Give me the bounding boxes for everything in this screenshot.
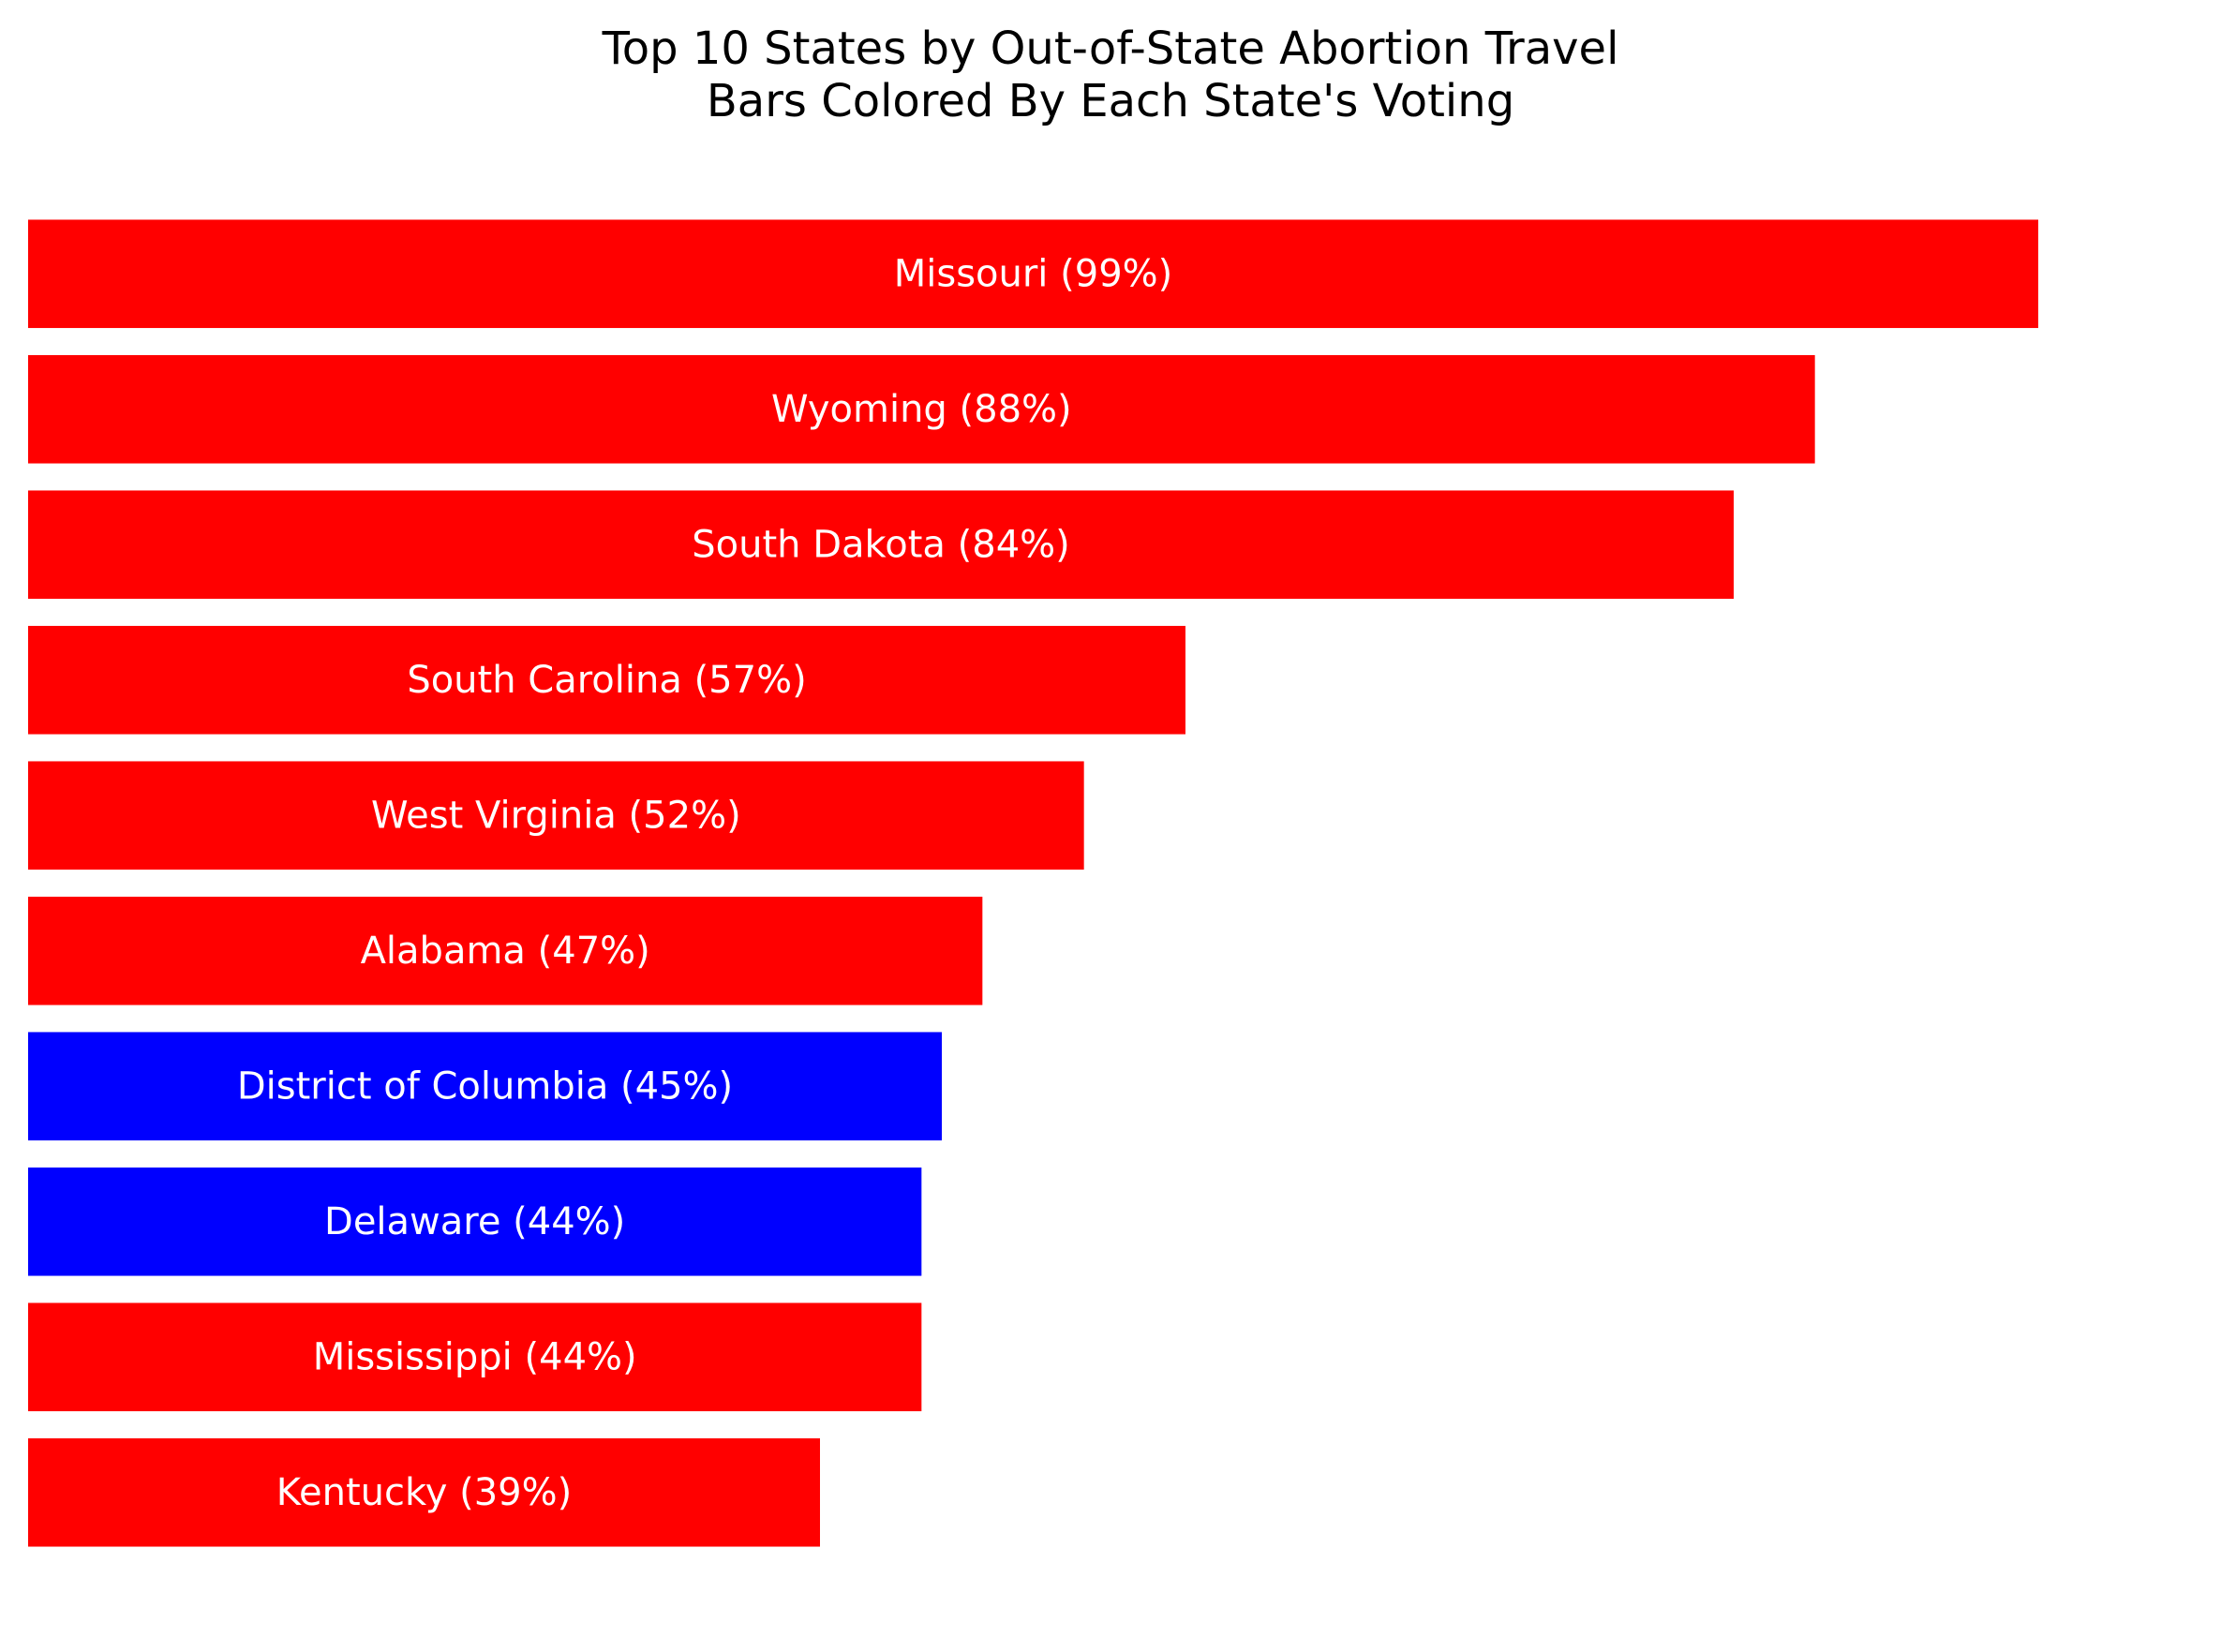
bar-label: Mississippi (44%) [313,1335,637,1378]
bar-south-dakota [28,490,1734,600]
bar-mississippi [28,1302,922,1412]
bar-wyoming [28,354,1815,464]
bar-district-of-columbia [28,1032,942,1141]
bar-delaware [28,1167,922,1276]
bar-label: District of Columbia (45%) [237,1064,733,1108]
bar-kentucky [28,1437,820,1547]
bar-label: South Carolina (57%) [407,659,806,702]
bar-missouri [28,219,2038,329]
bar-label: Missouri (99%) [894,252,1173,295]
bar-label: Wyoming (88%) [771,388,1072,431]
bars-group: Missouri (99%) Wyoming (88%) South Dakota … [28,219,2038,1547]
bar-alabama [28,896,983,1005]
chart-title: Top 10 States by Out-of-State Abortion T… [602,22,1619,75]
bar-label: Delaware (44%) [324,1200,625,1243]
bar-label: Alabama (47%) [361,930,650,973]
chart-subtitle: Bars Colored By Each State's Voting [707,75,1514,127]
bar-west-virginia [28,761,1084,871]
bar-label: West Virginia (52%) [371,794,741,837]
bar-south-carolina [28,625,1185,735]
bar-label: Kentucky (39%) [276,1471,572,1514]
bar-label: South Dakota (84%) [692,523,1070,566]
